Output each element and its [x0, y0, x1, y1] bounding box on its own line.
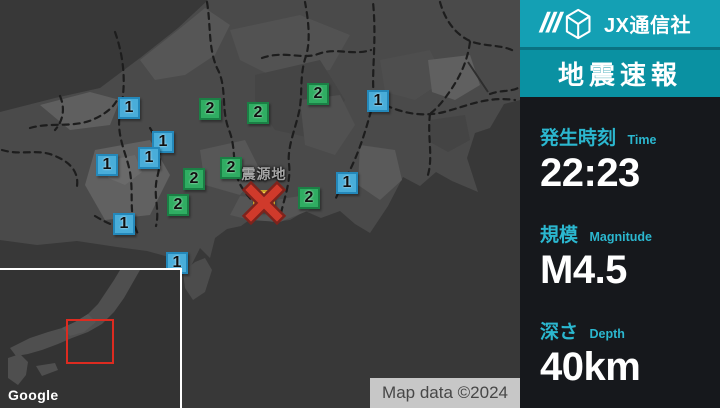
intensity-1-marker: 1	[118, 97, 140, 119]
time-label-en: Time	[627, 133, 657, 147]
jx-logo-icon	[538, 8, 591, 39]
stat-magnitude: 規模 Magnitude M4.5	[540, 220, 720, 291]
magnitude-label-ja: 規模	[540, 224, 579, 246]
intensity-2-marker: 2	[247, 102, 269, 124]
magnitude-label-en: Magnitude	[589, 229, 652, 244]
quake-stats: 発生時刻 Time 22:23 規模 Magnitude M4.5 深さ Dep…	[520, 97, 720, 387]
epicenter-group: 震源地 3	[242, 166, 287, 226]
time-label-ja: 発生時刻	[540, 128, 617, 149]
intensity-1-marker: 1	[367, 90, 389, 112]
intensity-2-marker: 2	[183, 168, 205, 190]
intensity-2-marker: 2	[199, 98, 221, 120]
intensity-1-marker: 1	[113, 213, 135, 235]
stat-depth: 深さ Depth 40km	[540, 317, 720, 388]
epicenter-x-icon	[241, 180, 287, 226]
brand-name: JX通信社	[604, 15, 691, 37]
intensity-2-marker: 2	[167, 194, 189, 216]
inset-map: Google	[0, 268, 182, 408]
magnitude-value: M4.5	[540, 247, 627, 292]
inset-japan-shape	[0, 270, 180, 408]
inset-region-highlight	[66, 319, 114, 364]
intensity-2-marker: 2	[220, 157, 242, 179]
info-panel: JX通信社 地震速報 発生時刻 Time 22:23 規模 Magnitude …	[520, 0, 720, 408]
intensity-2-marker: 2	[307, 83, 329, 105]
brand-header: JX通信社	[520, 0, 720, 47]
intensity-1-marker: 1	[138, 147, 160, 169]
alert-title: 地震速報	[520, 47, 720, 97]
depth-label-en: Depth	[589, 326, 625, 341]
intensity-1-marker: 1	[152, 131, 174, 153]
depth-label-ja: 深さ	[540, 321, 579, 343]
time-value: 22:23	[540, 151, 640, 195]
intensity-1-marker: 1	[96, 154, 118, 176]
google-logo[interactable]: Google	[8, 387, 59, 403]
intensity-2-marker: 2	[298, 187, 320, 209]
map-attribution: Map data ©2024	[370, 378, 520, 408]
intensity-1-marker: 1	[336, 172, 358, 194]
depth-value: 40km	[540, 344, 641, 389]
stat-time: 発生時刻 Time 22:23	[540, 123, 720, 194]
epicenter-label: 震源地	[241, 166, 287, 182]
